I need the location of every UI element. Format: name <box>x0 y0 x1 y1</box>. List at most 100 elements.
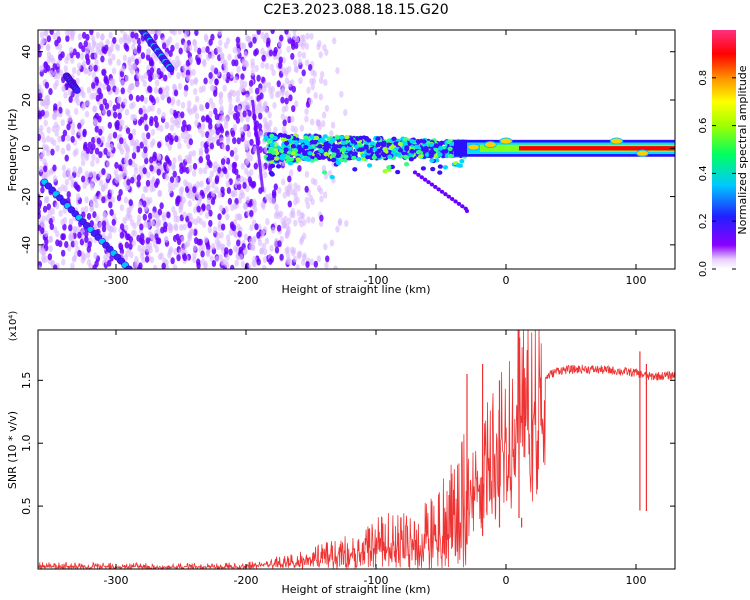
signal-cell <box>341 147 347 152</box>
noise-cell <box>193 106 198 114</box>
signal-cell <box>437 164 443 169</box>
noise-cell <box>46 35 52 43</box>
track-point <box>166 65 175 73</box>
noise-cell <box>226 72 231 80</box>
noise-cell <box>289 246 295 254</box>
noise-cell <box>77 33 83 41</box>
noise-cell <box>55 144 60 152</box>
noise-cell <box>268 119 273 127</box>
noise-cell <box>123 42 128 50</box>
noise-cell <box>319 195 324 203</box>
noise-cell <box>39 31 45 39</box>
noise-cell <box>223 167 228 175</box>
colorbar-ticks: 0.0 0.2 0.4 0.6 0.8 <box>698 70 736 277</box>
noise-cell <box>130 54 136 62</box>
noise-cell <box>192 88 198 96</box>
noise-cell <box>191 68 196 76</box>
noise-cell <box>143 146 148 154</box>
noise-cell <box>243 247 248 255</box>
noise-cell <box>185 132 190 140</box>
noise-cell <box>44 110 49 118</box>
noise-cell <box>301 69 306 77</box>
noise-cell <box>93 52 99 60</box>
noise-cell <box>288 258 293 266</box>
signal-cell <box>404 146 410 152</box>
noise-cell <box>134 80 140 88</box>
noise-cell <box>98 128 103 136</box>
noise-cell <box>45 145 50 153</box>
noise-cell <box>155 96 160 104</box>
noise-cell <box>200 250 205 258</box>
noise-cell <box>297 50 302 58</box>
noise-cell <box>235 96 241 104</box>
noise-cell <box>41 256 46 264</box>
noise-cell <box>251 259 256 267</box>
signal-cell <box>415 139 421 144</box>
noise-cell <box>52 82 58 90</box>
noise-cell <box>257 239 263 247</box>
noise-cell <box>243 203 248 211</box>
signal-cell <box>460 204 465 209</box>
noise-cell <box>171 164 176 172</box>
signal-cell <box>334 148 340 154</box>
noise-cell <box>180 247 186 255</box>
noise-cell <box>310 68 315 76</box>
noise-cell <box>65 35 70 43</box>
signal-cell <box>287 161 294 166</box>
noise-cell <box>70 128 76 136</box>
noise-cell <box>92 105 98 113</box>
noise-cell <box>153 86 159 94</box>
noise-cell <box>253 162 259 170</box>
noise-cell <box>169 176 175 184</box>
signal-cell <box>263 135 269 140</box>
noise-cell <box>283 215 288 223</box>
noise-cell <box>176 72 181 80</box>
noise-cell <box>130 31 135 39</box>
noise-cell <box>219 115 224 123</box>
noise-cell <box>139 116 145 124</box>
noise-cell <box>179 199 184 207</box>
signal-cell <box>408 156 414 162</box>
noise-cell <box>138 262 143 269</box>
noise-cell <box>319 214 324 222</box>
noise-cell <box>266 37 271 45</box>
noise-cell <box>92 40 97 48</box>
noise-cell <box>254 64 259 72</box>
noise-cell <box>344 220 349 228</box>
noise-cell <box>39 124 44 132</box>
signal-cell <box>286 150 292 155</box>
signal-cell <box>331 152 337 157</box>
noise-cell <box>139 233 145 241</box>
noise-cell <box>68 224 73 232</box>
signal-cell <box>402 140 408 145</box>
noise-cell <box>146 48 152 56</box>
noise-cell <box>96 42 101 50</box>
colorbar: 0.0 0.2 0.4 0.6 0.8 Normalized spectral ampl… <box>698 30 749 277</box>
noise-cell <box>52 164 57 172</box>
signal-cell <box>446 194 451 199</box>
noise-cell <box>214 255 220 263</box>
noise-cell <box>141 132 146 140</box>
noise-cell <box>97 81 103 89</box>
noise-cell <box>192 38 197 46</box>
noise-cell <box>273 126 278 134</box>
noise-cell <box>87 68 92 76</box>
noise-cell <box>266 81 272 89</box>
noise-cell <box>48 235 54 243</box>
noise-cell <box>112 36 117 44</box>
noise-cell <box>246 35 252 43</box>
noise-cell <box>119 231 125 239</box>
noise-cell <box>240 260 246 268</box>
noise-cell <box>169 137 174 145</box>
noise-cell <box>137 244 142 252</box>
noise-cell <box>123 156 129 164</box>
noise-cell <box>81 31 87 39</box>
signal-cell <box>343 154 349 159</box>
noise-cell <box>292 30 297 35</box>
signal-cell <box>273 156 279 161</box>
noise-cell <box>276 90 282 98</box>
noise-cell <box>324 48 329 56</box>
noise-cell <box>333 265 338 269</box>
signal-cell <box>371 155 377 160</box>
noise-cell <box>177 154 182 162</box>
